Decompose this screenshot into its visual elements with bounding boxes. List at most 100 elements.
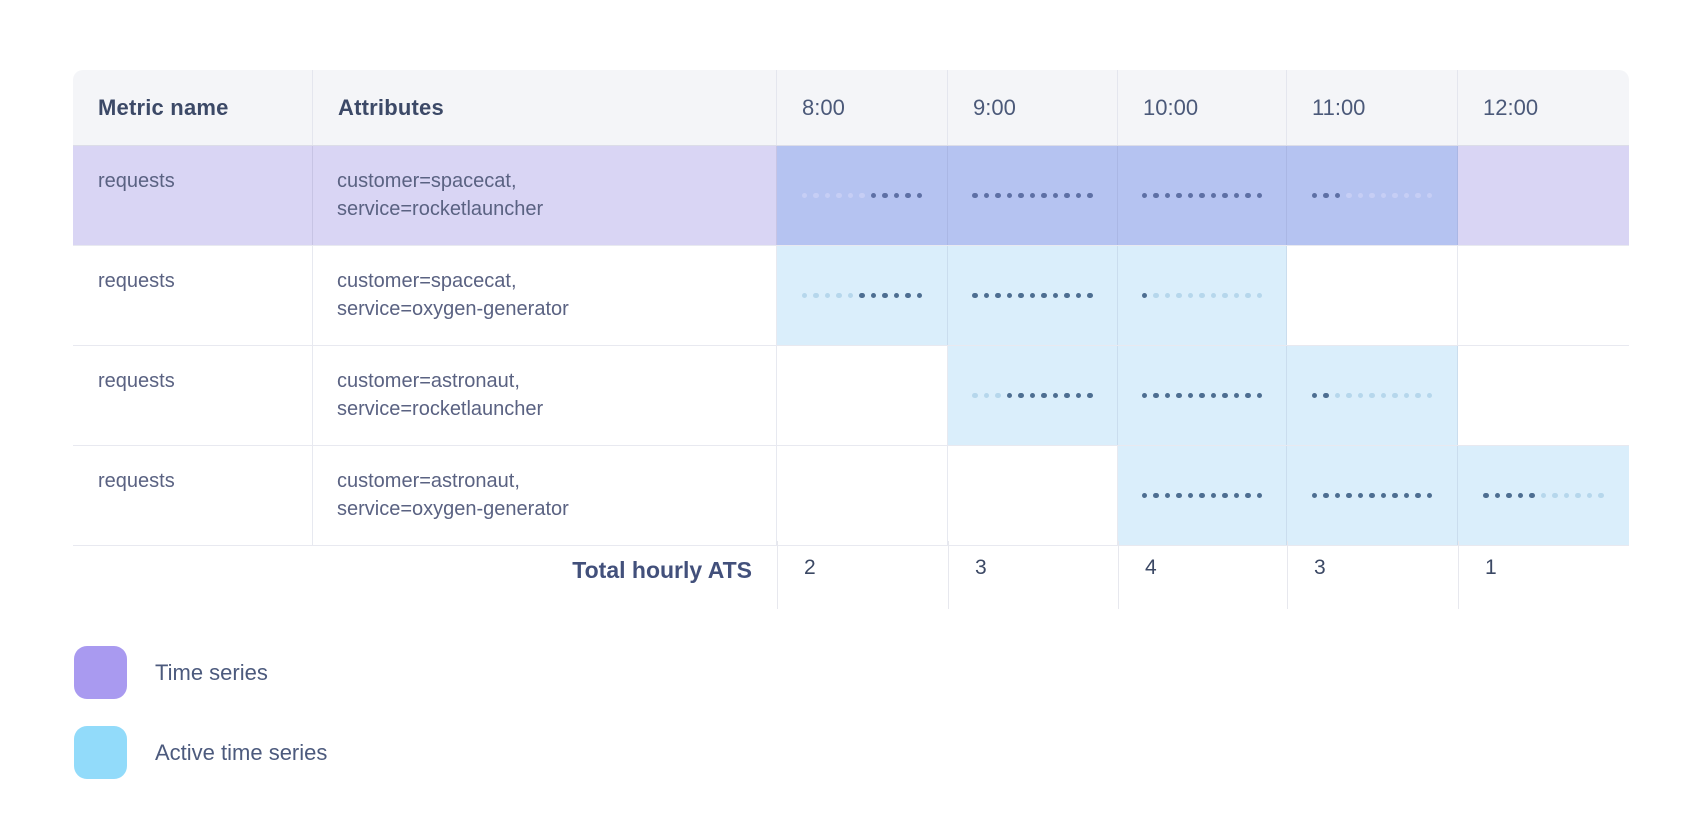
data-point-dot-on xyxy=(1233,392,1240,399)
data-point-dot-on xyxy=(1052,292,1059,299)
hour-cell xyxy=(1458,146,1629,245)
data-point-dot-off xyxy=(1222,292,1228,299)
data-point-dot-on xyxy=(1245,192,1251,199)
data-point-dot-on xyxy=(983,292,990,299)
data-point-dot-off xyxy=(836,192,842,199)
data-point-dot-off xyxy=(983,392,990,399)
legend-label: Active time series xyxy=(155,739,328,765)
hour-cell xyxy=(1458,246,1629,345)
data-point-dot-on xyxy=(1323,192,1329,199)
legend-item-time-series: Time series xyxy=(74,646,327,699)
data-point-dot-off xyxy=(1176,292,1182,299)
legend-item-active-time-series: Active time series xyxy=(74,726,327,779)
data-point-dot-on xyxy=(1029,192,1036,199)
metric-name-cell: requests xyxy=(73,346,313,445)
data-points-sparkline xyxy=(1311,192,1433,199)
data-point-dot-off xyxy=(1369,192,1375,199)
data-points-sparkline xyxy=(972,392,1093,399)
data-point-dot-off xyxy=(1586,492,1593,499)
data-point-dot-on xyxy=(1006,192,1013,199)
data-point-dot-on xyxy=(1187,392,1194,399)
data-point-dot-on xyxy=(1064,192,1070,199)
data-point-dot-on xyxy=(1483,492,1489,499)
data-point-dot-on xyxy=(995,292,1001,299)
data-point-dot-on xyxy=(1052,392,1059,399)
data-point-dot-on xyxy=(995,192,1001,199)
data-point-dot-on xyxy=(1311,492,1318,499)
data-point-dot-on xyxy=(1415,492,1421,499)
data-point-dot-on xyxy=(905,292,911,299)
data-point-dot-off xyxy=(836,292,842,299)
data-point-dot-off xyxy=(1415,192,1421,199)
time-series-swatch xyxy=(74,646,127,699)
data-point-dot-on xyxy=(1141,292,1148,299)
total-hourly-ats-value: 3 xyxy=(1287,541,1458,609)
data-point-dot-off xyxy=(1210,292,1217,299)
table-row: requests customer=spacecat, service=oxygen… xyxy=(73,245,1629,345)
data-point-dot-on xyxy=(859,292,865,299)
data-point-dot-on xyxy=(972,292,978,299)
data-points-sparkline xyxy=(1141,392,1263,399)
hour-cell xyxy=(1458,346,1629,445)
data-point-dot-on xyxy=(1334,492,1341,499)
hour-cell xyxy=(948,246,1118,345)
hour-cell xyxy=(1287,346,1458,445)
data-point-dot-off xyxy=(1598,492,1604,499)
column-header-hour: 8:00 xyxy=(777,70,948,145)
data-point-dot-on xyxy=(1164,492,1171,499)
data-point-dot-on xyxy=(1064,392,1070,399)
data-point-dot-on xyxy=(1506,492,1512,499)
data-point-dot-off xyxy=(847,192,854,199)
column-header-attributes: Attributes xyxy=(313,70,777,145)
attribute-line: customer=spacecat, xyxy=(337,270,517,292)
hour-cell xyxy=(1118,446,1287,545)
attribute-line: service=oxygen-generator xyxy=(337,298,569,320)
total-hourly-ats-value: 4 xyxy=(1118,541,1287,609)
data-point-dot-on xyxy=(1233,492,1240,499)
table-rows: requests customer=spacecat, service=rocket… xyxy=(73,146,1629,546)
data-point-dot-on xyxy=(1141,192,1148,199)
data-point-dot-on xyxy=(1075,192,1082,199)
data-point-dot-off xyxy=(813,192,819,199)
data-points-sparkline xyxy=(1141,492,1263,499)
data-point-dot-off xyxy=(801,292,808,299)
data-point-dot-on xyxy=(1311,192,1318,199)
data-point-dot-on xyxy=(1199,492,1205,499)
hour-cell xyxy=(1118,246,1287,345)
data-point-dot-on xyxy=(1018,292,1024,299)
data-point-dot-off xyxy=(824,192,831,199)
data-point-dot-on xyxy=(870,192,877,199)
data-point-dot-on xyxy=(1256,392,1263,399)
data-point-dot-on xyxy=(1141,492,1148,499)
hour-cell xyxy=(1458,446,1629,545)
total-hourly-ats-value: 1 xyxy=(1458,541,1629,609)
hour-cell xyxy=(948,146,1118,245)
attributes-cell: customer=spacecat, service=rocketlauncher xyxy=(313,146,777,245)
data-point-dot-off xyxy=(1334,392,1341,399)
data-point-dot-on xyxy=(1199,392,1205,399)
hour-cell xyxy=(777,446,948,545)
data-point-dot-on xyxy=(1256,492,1263,499)
hour-cell xyxy=(1287,246,1458,345)
total-hourly-ats-value: 2 xyxy=(777,541,948,609)
data-point-dot-on xyxy=(1018,192,1024,199)
data-point-dot-off xyxy=(1380,392,1387,399)
data-point-dot-off xyxy=(1357,392,1364,399)
data-point-dot-on xyxy=(1346,492,1352,499)
table-row: requests customer=spacecat, service=rocket… xyxy=(73,146,1629,245)
data-point-dot-off xyxy=(1540,492,1547,499)
data-point-dot-on xyxy=(916,292,923,299)
attributes-cell: customer=astronaut, service=oxygen-genera… xyxy=(313,446,777,545)
legend-label: Time series xyxy=(155,659,268,685)
data-point-dot-on xyxy=(1075,392,1082,399)
data-points-sparkline xyxy=(801,192,923,199)
data-point-dot-off xyxy=(1426,392,1433,399)
data-point-dot-on xyxy=(1334,192,1341,199)
column-header-hour: 9:00 xyxy=(948,70,1118,145)
total-hourly-ats-value: 3 xyxy=(948,541,1118,609)
data-point-dot-on xyxy=(1164,192,1171,199)
data-point-dot-on xyxy=(1222,192,1228,199)
data-point-dot-off xyxy=(1392,192,1398,199)
data-point-dot-on xyxy=(1210,192,1217,199)
